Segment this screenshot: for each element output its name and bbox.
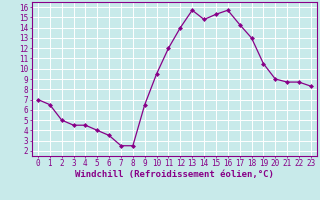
- X-axis label: Windchill (Refroidissement éolien,°C): Windchill (Refroidissement éolien,°C): [75, 170, 274, 179]
